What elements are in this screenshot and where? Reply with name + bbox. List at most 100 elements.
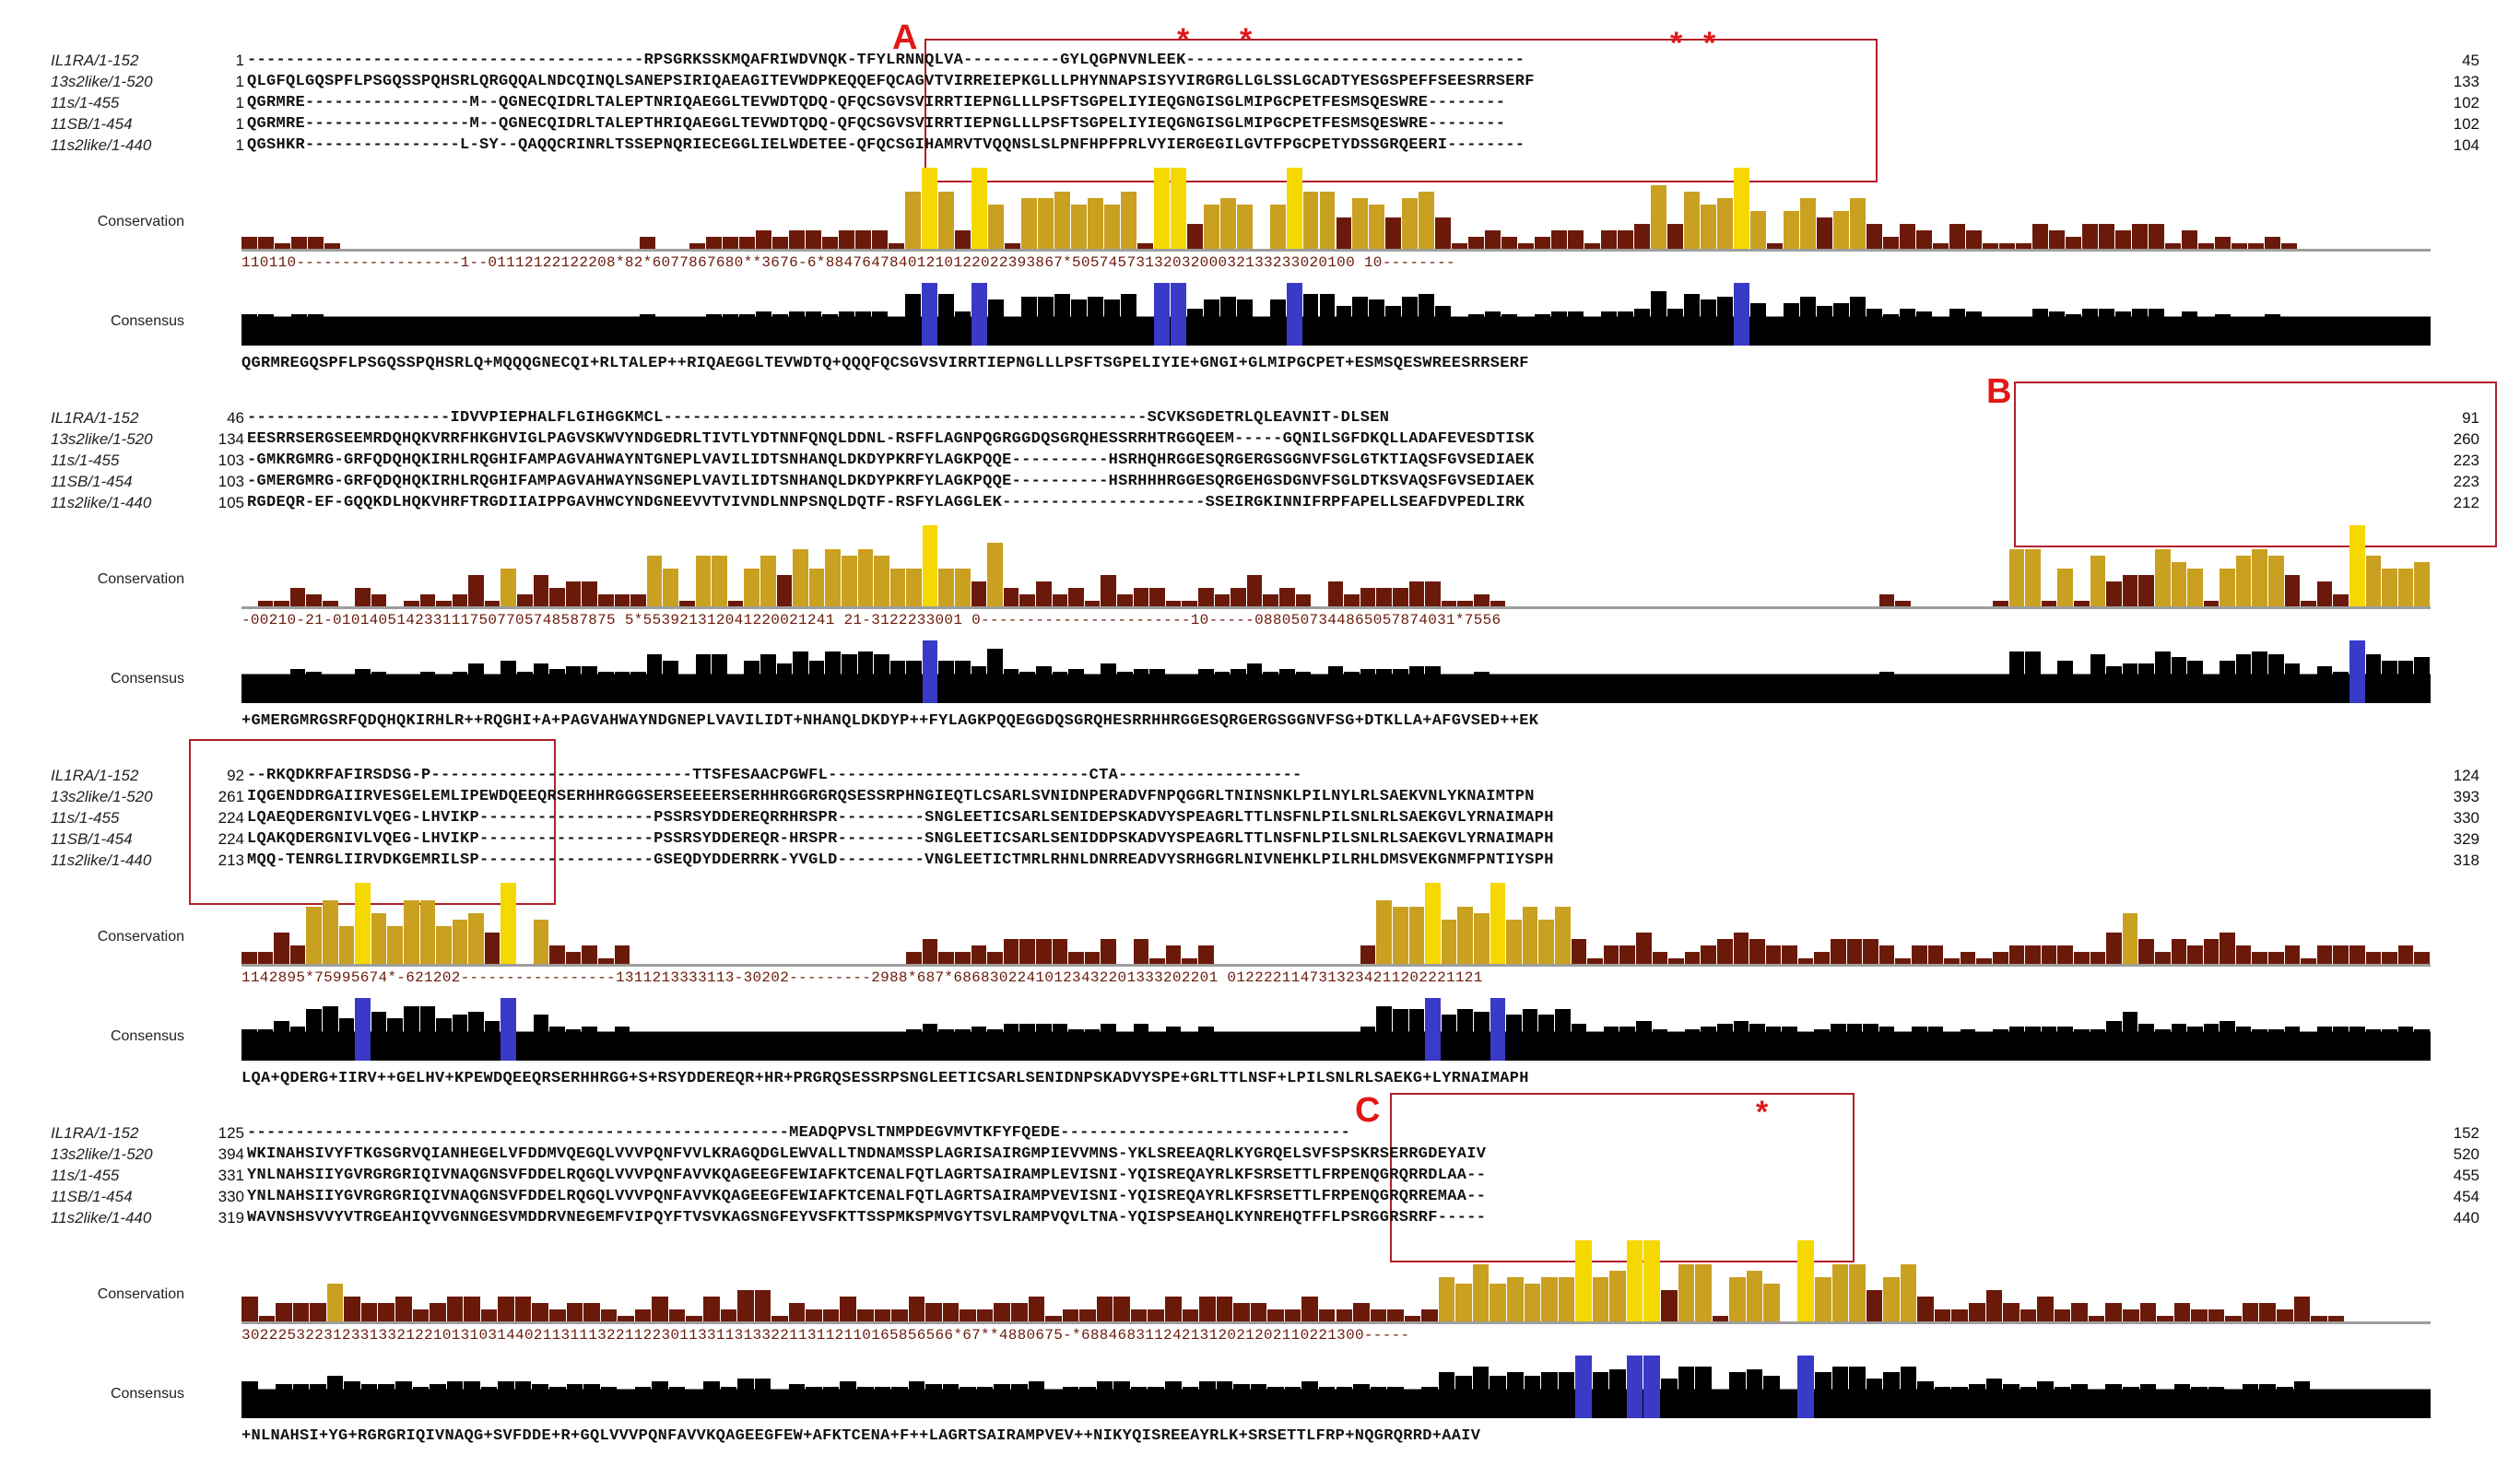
conservation-bar (1584, 243, 1601, 249)
conservation-bar (1233, 1303, 1250, 1321)
consensus-logo-column (1969, 1384, 1985, 1418)
sequence-residues: WKINAHSIVYFTKGSGRVQIANHEGELVFDDMVQEGQLVV… (247, 1145, 1487, 1163)
conservation-bar (1404, 1316, 1421, 1321)
conservation-bar (1917, 1297, 1934, 1321)
consensus-logo-column (2252, 651, 2268, 703)
consensus-logo-column (322, 1005, 338, 1061)
consensus-logo-column (2122, 1012, 2138, 1061)
consensus-logo-column (468, 1012, 484, 1061)
consensus-logo-column (821, 314, 838, 346)
conservation-bar (1571, 939, 1587, 964)
consensus-logo-column (1518, 317, 1535, 346)
conservation-bar (2333, 945, 2349, 964)
conservation-bar (744, 569, 760, 606)
consensus-logo-column (1457, 675, 1474, 703)
sequence-residues: QLGFQLGQSPFLPSGQSSPQHSRLQRGQQALNDCQINQLS… (247, 73, 1535, 90)
consensus-logo-column (2171, 1023, 2187, 1061)
consensus-label: Consensus (110, 313, 184, 329)
consensus-logo-column (614, 1027, 630, 1061)
conservation-bar (788, 230, 805, 249)
sequence-residues: WAVNSHSVVYVTRGEAHIQVVGNNGESVMDDRVNEGEMFV… (247, 1209, 1487, 1227)
start-position: 46 (227, 409, 244, 427)
region-box-c (1390, 1093, 1855, 1262)
sequence-residues: ----------------------------------------… (247, 52, 1525, 69)
consensus-logo-column (1231, 669, 1246, 703)
consensus-logo-column (1419, 294, 1435, 346)
conservation-bar (1734, 168, 1750, 249)
alignment-block-1: A * * * * IL1RA/1-152 1 ----------------… (0, 0, 2520, 372)
consensus-logo-column (2106, 1020, 2122, 1061)
sequence-name: IL1RA/1-152 (51, 1124, 139, 1142)
alignment-block-4: C * IL1RA/1-152 125 --------------------… (0, 1073, 2520, 1445)
consensus-logo-column (274, 317, 290, 346)
consensus-logo-column (1878, 1027, 1895, 1061)
consensus-logo-column (2198, 317, 2215, 346)
consensus-logo-column (1643, 1356, 1661, 1418)
consensus-logo-column (2225, 1390, 2242, 1418)
conservation-bar (241, 1297, 258, 1321)
conservation-bar (2041, 945, 2057, 964)
conservation-bar (1376, 900, 1393, 964)
conservation-bar (532, 1303, 548, 1321)
consensus-logo-column (771, 1390, 788, 1418)
consensus-sequence: +NLNAHSI+YG+RGRGRIQIVNAQG+SVFDDE+R+GQLVV… (241, 1427, 1481, 1445)
conservation-bar (854, 230, 871, 249)
consensus-logo-column (1618, 311, 1634, 346)
conservation-bar (566, 1303, 583, 1321)
consensus-logo-column (744, 660, 760, 703)
sequence-residues: RGDEQR-EF-GQQKDLHQKVHRFTRGDIIAIPPGAVHWCY… (247, 494, 1525, 511)
consensus-logo-column (987, 648, 1003, 703)
conservation-bar (1716, 939, 1733, 964)
consensus-logo-column (1712, 1390, 1729, 1418)
consensus-logo-column (705, 314, 722, 346)
consensus-logo-column (1684, 1029, 1701, 1061)
consensus-logo-column (387, 1017, 403, 1061)
consensus-logo-column (1733, 1020, 1749, 1061)
conservation-bar (598, 958, 614, 964)
conservation-bar (480, 1309, 498, 1321)
consensus-logo-column (344, 1380, 360, 1418)
conservation-bar (1815, 1277, 1831, 1321)
consensus-logo-column (1376, 1005, 1393, 1061)
conservation-bar (1236, 205, 1253, 249)
consensus-logo-column (2138, 1023, 2154, 1061)
consensus-logo-column (668, 1387, 686, 1418)
consensus-logo-column (1327, 665, 1344, 703)
conservation-bar (1103, 205, 1120, 249)
conservation-bar (1485, 230, 1501, 249)
consensus-logo-column (1784, 302, 1800, 346)
conservation-bar (1933, 243, 1949, 249)
conservation-bar (2171, 939, 2187, 964)
consensus-logo-column (1133, 1023, 1149, 1061)
consensus-logo-column (1233, 1384, 1250, 1418)
conservation-bar (1452, 243, 1468, 249)
consensus-logo-column (2365, 1029, 2382, 1061)
consensus-logo-column (2268, 1029, 2284, 1061)
consensus-logo-column (1186, 308, 1203, 346)
consensus-logo-column (874, 654, 889, 703)
end-position: 212 (2453, 494, 2479, 511)
conservation-bar (1019, 939, 1036, 964)
conservation-bar (533, 575, 549, 606)
start-position: 103 (218, 452, 244, 469)
consensus-logo-column (960, 1387, 976, 1418)
consensus-logo-column (1782, 1027, 1797, 1061)
consensus-logo-column (971, 1027, 987, 1061)
conservation-bar (1130, 1309, 1148, 1321)
consensus-logo-column (1393, 1009, 1408, 1061)
consensus-logo-column (582, 1027, 598, 1061)
end-position: 91 (2462, 409, 2479, 427)
consensus-logo-column (241, 314, 257, 346)
conservation-bar (500, 883, 517, 964)
end-position: 260 (2453, 430, 2479, 448)
consensus-logo-column (1993, 1029, 2008, 1061)
conservation-bar (1199, 1297, 1216, 1321)
asterisk-marker: * (1756, 1095, 1769, 1130)
conservation-bar (2132, 224, 2149, 249)
consensus-logo-column (971, 283, 987, 346)
conservation-bar (2106, 933, 2122, 964)
start-position: 319 (218, 1209, 244, 1227)
consensus-logo-column (1269, 299, 1286, 346)
conservation-histogram (241, 881, 2431, 964)
consensus-logo-column (1250, 1384, 1267, 1418)
